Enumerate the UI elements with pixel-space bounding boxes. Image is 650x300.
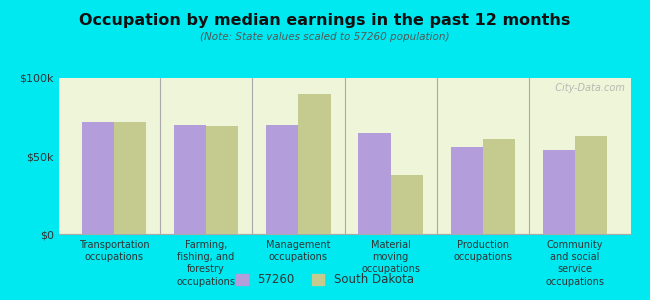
Bar bbox=[543, 150, 575, 234]
Legend: 57260, South Dakota: 57260, South Dakota bbox=[231, 269, 419, 291]
Bar bbox=[206, 126, 239, 234]
Bar bbox=[483, 139, 515, 234]
Text: Occupation by median earnings in the past 12 months: Occupation by median earnings in the pas… bbox=[79, 14, 571, 28]
Bar bbox=[358, 133, 391, 234]
Bar bbox=[450, 147, 483, 234]
Bar bbox=[174, 125, 206, 234]
Bar bbox=[114, 122, 146, 234]
Text: City-Data.com: City-Data.com bbox=[549, 83, 625, 93]
Text: (Note: State values scaled to 57260 population): (Note: State values scaled to 57260 popu… bbox=[200, 32, 450, 41]
Bar bbox=[298, 94, 331, 234]
Bar bbox=[391, 175, 423, 234]
Bar bbox=[575, 136, 608, 234]
Bar bbox=[266, 125, 298, 234]
Bar bbox=[81, 122, 114, 234]
